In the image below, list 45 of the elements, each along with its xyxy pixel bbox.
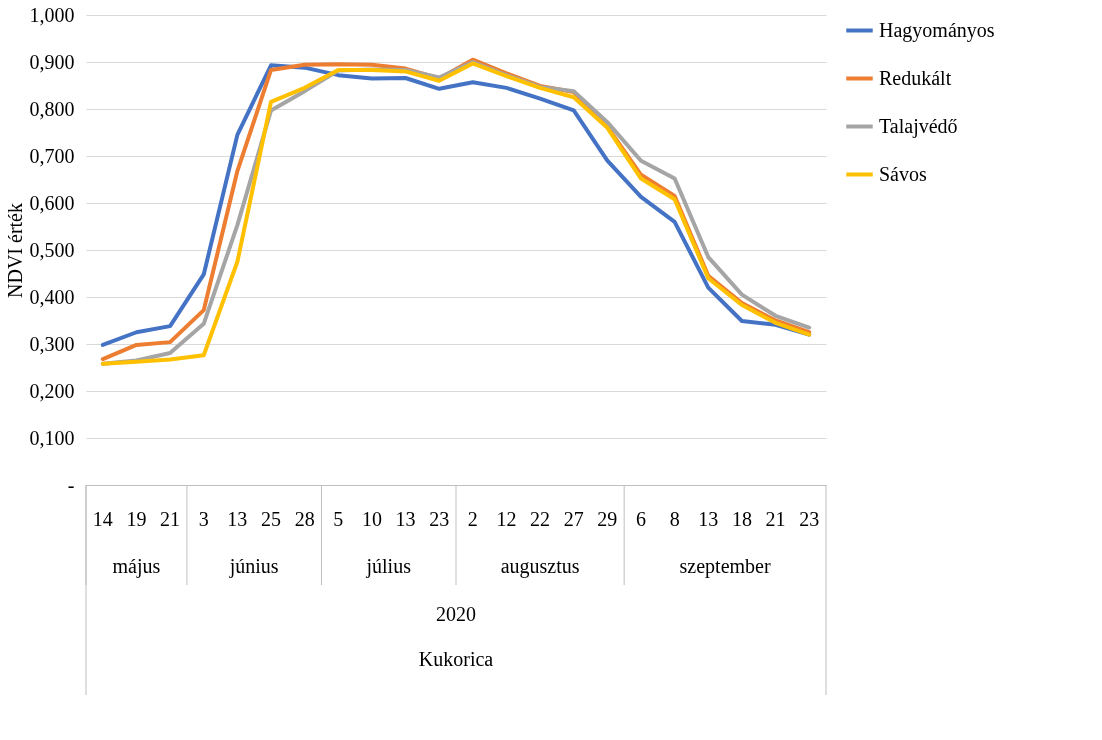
- x-tick-label: 25: [261, 508, 281, 530]
- x-tick-label: 22: [530, 508, 551, 530]
- y-tick-label: -: [67, 473, 75, 496]
- x-tick-label: 8: [669, 508, 680, 530]
- y-tick-label: 0,900: [29, 50, 75, 73]
- x-tick-label: 29: [597, 508, 618, 530]
- y-tick-label: 0,600: [29, 191, 75, 214]
- legend-label: Sávos: [879, 162, 927, 185]
- y-axis-title: NDVI érték: [3, 203, 26, 298]
- x-tick-label: 5: [333, 508, 344, 530]
- x-tick-label: 18: [731, 508, 752, 530]
- x-tick-label: 21: [160, 508, 181, 530]
- legend-label: Talajvédő: [879, 114, 958, 138]
- y-tick-label: 0,300: [29, 332, 75, 355]
- x-tick-label: 6: [636, 508, 646, 530]
- x-tick-label: 2: [467, 508, 478, 530]
- y-tick-label: 0,500: [29, 238, 75, 261]
- y-tick-label: 0,100: [29, 426, 75, 449]
- legend-label: Redukált: [879, 66, 952, 89]
- legend-label: Hagyományos: [879, 18, 995, 42]
- text: július: [365, 555, 412, 578]
- y-tick-label: 0,800: [29, 97, 75, 120]
- x-tick-label: 13: [227, 508, 248, 530]
- y-tick-label: 0,700: [29, 144, 75, 167]
- x-tick-label: 23: [429, 508, 450, 530]
- y-tick-label: 1,000: [29, 3, 75, 26]
- text: augusztus: [500, 555, 580, 578]
- x-tick-label: 23: [799, 508, 820, 530]
- text: május: [112, 555, 161, 578]
- x-tick-label: 28: [294, 508, 315, 530]
- x-tick-label: 14: [92, 508, 113, 530]
- y-tick-label: 0,400: [29, 285, 75, 308]
- x-tick-label: 3: [198, 508, 209, 530]
- x-tick-label: 13: [395, 508, 416, 530]
- text: 2020: [436, 603, 476, 625]
- y-tick-label: 0,200: [29, 379, 75, 402]
- text: június: [228, 555, 279, 578]
- text: Kukorica: [418, 648, 494, 670]
- x-tick-label: 21: [765, 508, 786, 530]
- x-tick-label: 27: [563, 508, 584, 530]
- x-tick-label: 13: [698, 508, 719, 530]
- x-tick-label: 12: [496, 508, 517, 530]
- x-tick-label: 19: [126, 508, 147, 530]
- x-tick-label: 10: [361, 508, 382, 530]
- text: szeptember: [679, 555, 771, 578]
